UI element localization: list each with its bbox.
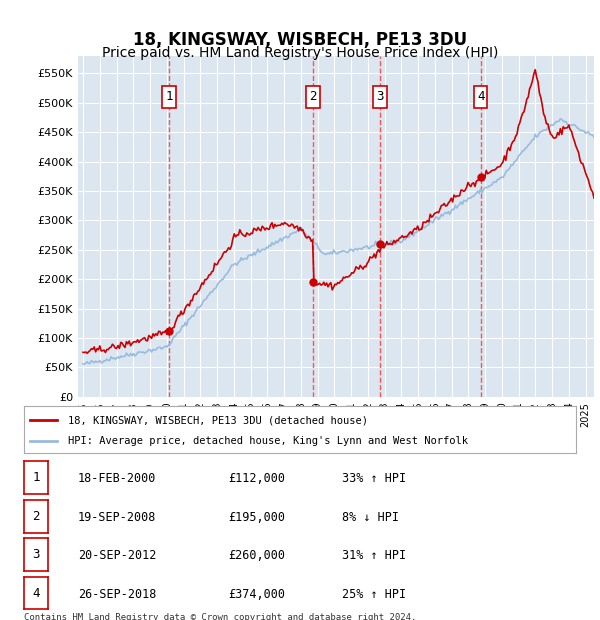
Text: 4: 4 bbox=[32, 587, 40, 600]
Text: 25% ↑ HPI: 25% ↑ HPI bbox=[342, 588, 406, 601]
FancyBboxPatch shape bbox=[373, 86, 386, 107]
Text: 18-FEB-2000: 18-FEB-2000 bbox=[78, 472, 157, 485]
Text: £195,000: £195,000 bbox=[228, 511, 285, 524]
Text: Price paid vs. HM Land Registry's House Price Index (HPI): Price paid vs. HM Land Registry's House … bbox=[102, 46, 498, 60]
Text: 26-SEP-2018: 26-SEP-2018 bbox=[78, 588, 157, 601]
Text: 3: 3 bbox=[32, 548, 40, 561]
Text: 8% ↓ HPI: 8% ↓ HPI bbox=[342, 511, 399, 524]
Text: 1: 1 bbox=[165, 90, 173, 103]
Text: Contains HM Land Registry data © Crown copyright and database right 2024.
This d: Contains HM Land Registry data © Crown c… bbox=[24, 613, 416, 620]
Text: 4: 4 bbox=[477, 90, 484, 103]
Text: 2: 2 bbox=[309, 90, 317, 103]
Text: 19-SEP-2008: 19-SEP-2008 bbox=[78, 511, 157, 524]
Text: 33% ↑ HPI: 33% ↑ HPI bbox=[342, 472, 406, 485]
Text: 20-SEP-2012: 20-SEP-2012 bbox=[78, 549, 157, 562]
FancyBboxPatch shape bbox=[474, 86, 487, 107]
Text: 2: 2 bbox=[32, 510, 40, 523]
Text: 3: 3 bbox=[376, 90, 383, 103]
Text: 1: 1 bbox=[32, 471, 40, 484]
FancyBboxPatch shape bbox=[306, 86, 320, 107]
FancyBboxPatch shape bbox=[162, 86, 176, 107]
Text: £112,000: £112,000 bbox=[228, 472, 285, 485]
Text: £374,000: £374,000 bbox=[228, 588, 285, 601]
Text: 31% ↑ HPI: 31% ↑ HPI bbox=[342, 549, 406, 562]
Text: 18, KINGSWAY, WISBECH, PE13 3DU: 18, KINGSWAY, WISBECH, PE13 3DU bbox=[133, 31, 467, 50]
Text: £260,000: £260,000 bbox=[228, 549, 285, 562]
Text: 18, KINGSWAY, WISBECH, PE13 3DU (detached house): 18, KINGSWAY, WISBECH, PE13 3DU (detache… bbox=[68, 415, 368, 425]
Text: HPI: Average price, detached house, King's Lynn and West Norfolk: HPI: Average price, detached house, King… bbox=[68, 436, 468, 446]
